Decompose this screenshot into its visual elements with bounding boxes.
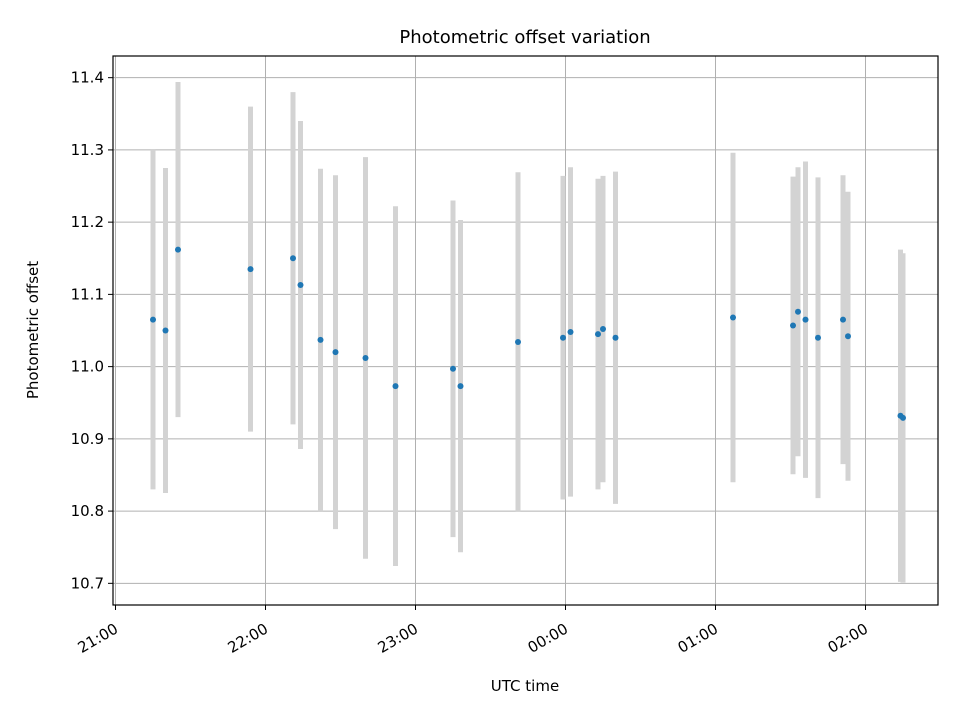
data-point — [612, 334, 619, 341]
data-point — [600, 326, 606, 333]
data-point — [362, 354, 369, 361]
data-point — [392, 383, 399, 390]
y-tick-label: 10.8 — [71, 502, 104, 520]
data-points — [150, 246, 906, 421]
data-point — [175, 246, 181, 253]
data-point — [595, 331, 601, 338]
y-tick-label: 10.9 — [71, 430, 104, 448]
data-point — [247, 266, 254, 273]
y-axis-ticks: 10.7 10.8 10.9 11.0 11.1 11.2 11.3 11.4 — [71, 69, 113, 592]
data-point — [815, 334, 821, 341]
data-point — [790, 322, 796, 329]
data-point — [162, 327, 169, 334]
data-point — [900, 414, 906, 421]
data-point — [802, 316, 809, 323]
data-point — [317, 336, 324, 343]
data-point — [560, 334, 566, 341]
data-point — [845, 333, 851, 340]
data-point — [840, 316, 846, 323]
data-point — [567, 328, 574, 335]
data-point — [457, 383, 464, 390]
y-tick-label: 11.0 — [71, 358, 104, 376]
x-axis-label: UTC time — [491, 677, 559, 695]
y-tick-label: 11.4 — [71, 69, 104, 87]
plot-frame — [112, 55, 939, 606]
y-tick-label: 11.1 — [71, 285, 104, 303]
data-point — [150, 316, 156, 323]
data-point — [332, 349, 339, 356]
data-point — [290, 255, 296, 262]
y-tick-label: 11.3 — [71, 141, 104, 159]
chart-title: Photometric offset variation — [399, 27, 650, 48]
data-point — [795, 308, 801, 315]
data-point — [297, 281, 304, 288]
data-point — [450, 365, 456, 372]
data-point — [730, 314, 736, 321]
y-tick-label: 11.2 — [71, 213, 104, 231]
y-tick-label: 10.7 — [71, 574, 104, 592]
y-axis-label: Photometric offset — [24, 261, 42, 399]
data-point — [515, 339, 521, 346]
